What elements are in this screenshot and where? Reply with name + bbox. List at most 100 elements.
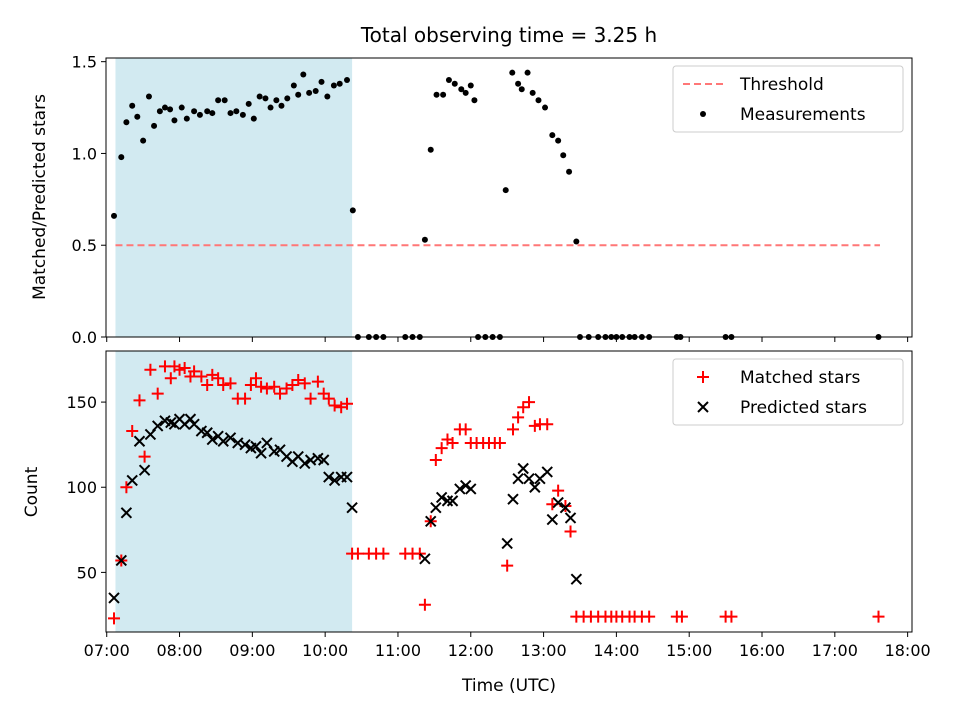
matched-star-point <box>435 442 448 455</box>
matched-star-point <box>249 372 262 385</box>
measurement-point <box>140 137 147 144</box>
matched-star-point <box>512 411 525 424</box>
matched-star-point <box>725 610 738 623</box>
matched-star-point <box>501 559 514 572</box>
measurement-point <box>445 77 452 84</box>
matched-star-point <box>120 481 133 494</box>
legend-box <box>672 65 904 133</box>
matched-star-point <box>507 423 520 436</box>
predicted-star-point <box>454 483 466 495</box>
matched-star-point <box>173 363 186 376</box>
predicted-star-point <box>507 493 519 505</box>
x-tick-label: 09:00 <box>229 641 275 660</box>
matched-star-point <box>178 362 191 375</box>
measurement-point <box>549 132 556 139</box>
matched-star-point <box>239 392 252 405</box>
measurement-point <box>566 168 573 175</box>
predicted-star-point <box>552 496 564 509</box>
measurement-point <box>245 100 252 107</box>
measurement-point <box>262 95 269 102</box>
measurement-point <box>324 93 331 100</box>
predicted-star-point <box>201 427 213 439</box>
x-tick-label: 12:00 <box>448 641 494 660</box>
measurement-point <box>256 93 263 100</box>
ratio-legend: Threshold Measurements <box>672 65 904 133</box>
legend-label: Threshold <box>739 75 824 95</box>
measurement-point <box>312 88 319 95</box>
matched-star-point <box>564 525 577 538</box>
predicted-star-point <box>184 413 197 425</box>
matched-star-point <box>528 419 541 432</box>
measurement-point <box>535 97 542 104</box>
measurement-point <box>227 110 234 117</box>
measurement-point <box>306 89 313 96</box>
predicted-star-point <box>523 473 535 485</box>
x-tick-label: 07:00 <box>84 641 130 660</box>
ratio-axes-frame <box>105 57 913 338</box>
matched-star-point <box>328 399 341 412</box>
measurement-point <box>273 97 280 104</box>
matched-star-point <box>151 387 164 400</box>
predicted-star-point <box>459 479 472 492</box>
measurement-point <box>239 111 246 118</box>
measurement-point <box>515 80 522 87</box>
predicted-star-point <box>255 447 267 459</box>
matched-star-point <box>872 610 885 623</box>
y-tick-label: 0.0 <box>72 328 97 347</box>
measurement-point <box>196 111 203 118</box>
predicted-star-point <box>217 435 229 447</box>
measurement-point <box>178 104 185 111</box>
measurement-point <box>440 91 447 98</box>
matched-star-point <box>195 370 208 383</box>
matched-star-point <box>675 610 688 623</box>
counts-axis-ticks: 07:00 08:00 09:00 10:00 11:00 12:00 13:00 14:00… <box>66 393 930 660</box>
predicted-star-point <box>133 435 146 447</box>
y-tick-label: 100 <box>66 478 97 497</box>
measurement-point <box>134 113 141 120</box>
measurement-point <box>290 82 297 89</box>
predicted-star-point <box>425 515 437 528</box>
x-tick-label: 13:00 <box>521 641 567 660</box>
matched-star-point <box>138 450 151 463</box>
legend-matched-swatch <box>697 371 709 383</box>
matched-star-point <box>351 547 364 560</box>
measurement-point <box>171 117 178 124</box>
predicted-star-point <box>512 473 524 485</box>
matched-star-point <box>126 425 139 438</box>
measurement-point <box>427 146 434 153</box>
matched-star-point <box>244 379 257 392</box>
predicted-star-point <box>126 474 138 487</box>
predicted-star-point <box>108 592 120 604</box>
predicted-star-point <box>435 491 448 504</box>
y-tick-label: 150 <box>66 393 97 412</box>
matched-star-point <box>304 392 317 405</box>
predicted-star-point <box>115 554 127 567</box>
predicted-star-point <box>446 495 459 507</box>
legend-label: Matched stars <box>740 368 860 388</box>
matched-star-point <box>286 379 299 392</box>
matched-star-point <box>298 377 311 390</box>
predicted-star-point <box>441 495 454 507</box>
x-tick-label: 11:00 <box>375 641 421 660</box>
x-tick-label: 08:00 <box>156 641 202 660</box>
measurement-point <box>267 104 274 111</box>
legend-box <box>672 358 904 426</box>
measurement-point <box>183 115 190 122</box>
predicted-star-point <box>501 537 513 550</box>
matched-star-point <box>292 373 305 386</box>
y-tick-label: 0.5 <box>72 236 97 255</box>
ratio-axis-ticks: 0.0 0.5 1.0 1.5 <box>72 53 909 347</box>
measurement-point <box>209 110 216 117</box>
matched-star-point <box>552 484 565 497</box>
measurement-point <box>204 108 211 115</box>
matched-star-point <box>523 396 536 409</box>
measurement-point <box>151 122 158 129</box>
measurement-point <box>284 95 291 102</box>
x-tick-label: 16:00 <box>739 641 785 660</box>
x-axis-label: Time (UTC) <box>461 676 556 696</box>
measurement-point <box>300 71 307 78</box>
matched-star-point <box>108 612 121 625</box>
predicted-star-point <box>138 464 151 476</box>
measurement-point <box>451 80 458 87</box>
observing-window-shade <box>115 351 353 632</box>
